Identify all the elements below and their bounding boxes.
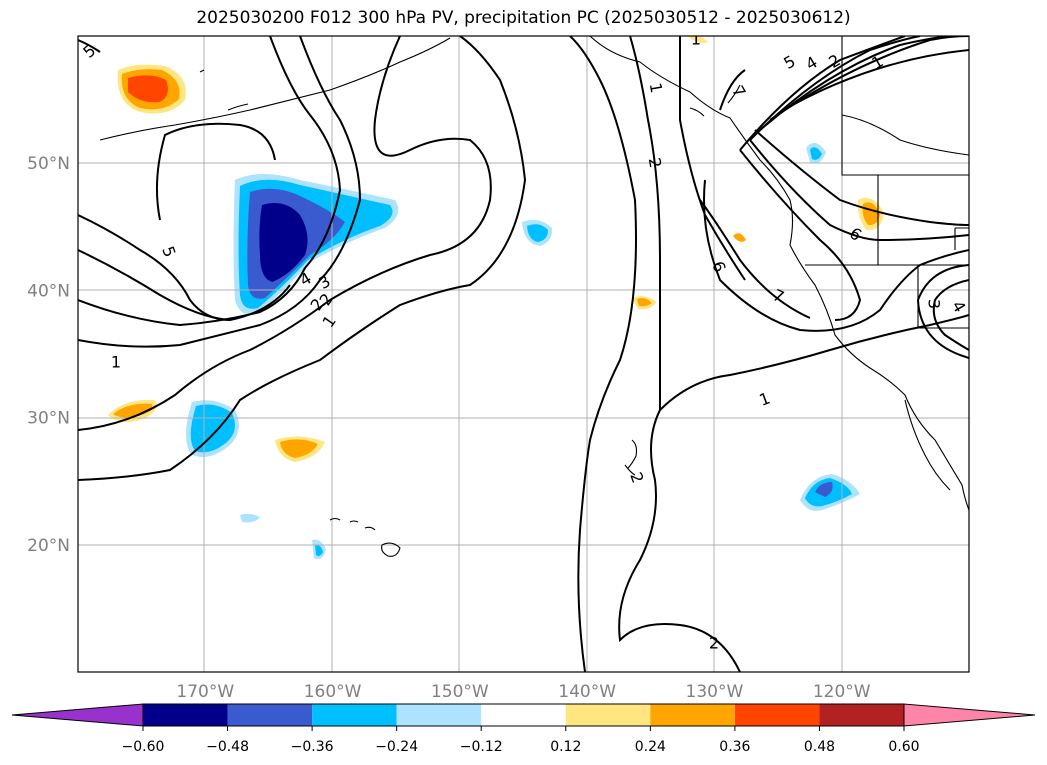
colorbar-swatch [312,704,397,726]
contour-label: 5 [79,41,99,62]
contour-label: 1 [111,353,121,372]
longitude-label: 150°W [431,682,489,702]
colorbar-tick-label: 0.24 [635,739,666,755]
colorbar-swatch [227,704,313,726]
gridlines [78,36,969,672]
contour-label: 1 [868,51,886,73]
contour-label: 1 [318,312,339,331]
colorbar-tick-label: 0.48 [804,739,835,755]
coastlines [99,36,969,557]
latitude-label: 40°N [27,281,70,301]
colorbar-outline [142,703,905,727]
colorbar-tick-label: −0.48 [206,739,249,755]
colorbar-tick-label: 0.12 [550,739,581,755]
map-title: 2025030200 F012 300 hPa PV, precipitatio… [196,8,851,28]
colorbar-tick-label: −0.12 [460,739,503,755]
colorbar [11,703,1036,727]
longitude-label: 160°W [304,682,362,702]
contour-label: 5 [158,244,179,260]
longitude-label: 130°W [686,682,744,702]
longitude-label: 170°W [176,682,234,702]
latitude-label: 20°N [27,536,70,556]
colorbar-extend-low [11,703,144,727]
contour-label: 4 [802,52,820,74]
colorbar-labels: −0.60 −0.48 −0.36 −0.24 −0.12 0.12 0.24 0.36 0.4… [122,726,920,755]
longitude-labels: 170°W 160°W 150°W 140°W 130°W 120°W [176,682,870,702]
colorbar-swatch [143,704,228,726]
map-frame [77,35,970,673]
colorbar-tick-label: 0.36 [719,739,750,755]
colorbar-swatch [481,704,566,726]
contour-label: 2 [626,470,647,486]
colorbar-tick-label: −0.24 [375,739,418,755]
colorbar-swatch [396,704,482,726]
colorbar-tick-label: 0.60 [888,739,919,755]
contour-label: 6 [708,259,729,275]
contour-label: 1 [646,81,666,94]
colorbar-extend-high [903,703,1036,727]
contour-label: 1 [757,388,773,409]
contour-label: 5 [780,51,798,73]
colorbar-tick-label: −0.36 [291,739,334,755]
contour-label: 1 [691,30,701,49]
contour-label: 4 [296,268,314,290]
contour-label: 2 [645,156,665,169]
longitude-label: 140°W [558,682,616,702]
precip-shading [108,36,884,559]
colorbar-swatch [650,704,735,726]
latitude-label: 50°N [27,154,70,174]
latitude-labels: 50°N 40°N 30°N 20°N [27,154,70,556]
contour-label: 2 [709,634,719,653]
latitude-label: 30°N [27,409,70,429]
contour-label: 3 [925,299,944,309]
colorbar-tick-label: −0.60 [122,739,165,755]
contour-label: 4 [948,297,970,315]
longitude-label: 120°W [813,682,871,702]
colorbar-swatch [565,704,651,726]
colorbar-swatch [819,704,904,726]
pv-contours [78,36,969,672]
contour-label: 6 [846,223,865,244]
colorbar-swatch [734,704,820,726]
